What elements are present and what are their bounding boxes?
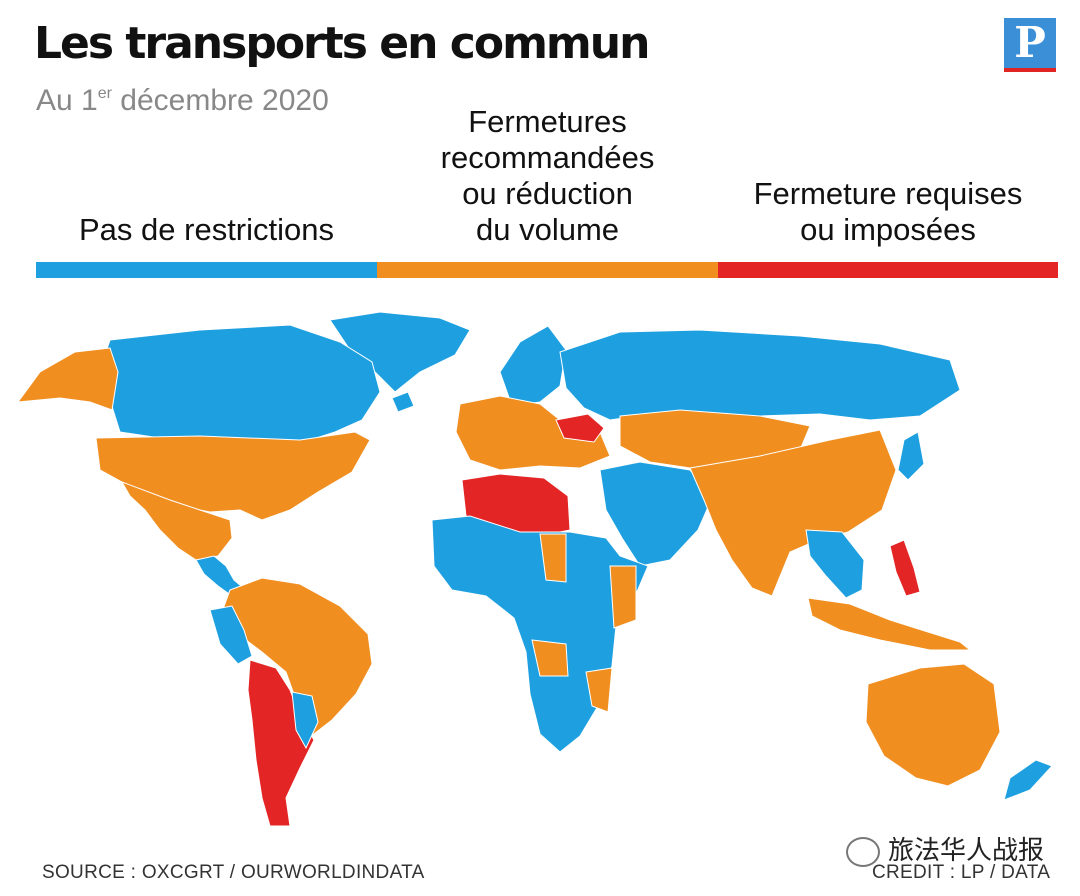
legend-label-reduced: Fermetures recommandées ou réduction du … — [440, 104, 655, 247]
map-region-indonesia — [807, 597, 972, 651]
map-region-australia — [865, 663, 1001, 787]
world-map — [0, 290, 1080, 850]
map-region-western-europe — [455, 395, 611, 471]
watermark-text: 旅法华人战报 — [888, 836, 1045, 866]
map-region-middle-east — [599, 461, 713, 567]
legend-swatch-none — [36, 262, 377, 278]
map-region-usa — [95, 431, 371, 521]
subtitle: Au 1er décembre 2020 — [36, 84, 329, 118]
map-region-southeast-asia — [805, 529, 865, 599]
map-region-andes — [209, 605, 253, 665]
subtitle-sup: er — [97, 85, 112, 102]
publisher-logo: P — [1004, 18, 1056, 72]
legend-item-none: Pas de restrictions — [36, 104, 377, 278]
legend-label-none: Pas de restrictions — [79, 212, 334, 247]
map-region-africa-east — [531, 533, 637, 713]
map-region-canada — [99, 324, 381, 441]
map-region-africa — [431, 515, 649, 753]
wechat-icon — [846, 836, 880, 867]
legend-label-required: Fermeture requises ou imposées — [753, 176, 1023, 247]
legend: Pas de restrictions Fermetures recommand… — [36, 104, 1058, 278]
world-map-svg — [16, 311, 1053, 827]
legend-swatch-reduced — [377, 262, 718, 278]
legend-swatch-required — [718, 262, 1058, 278]
legend-item-reduced: Fermetures recommandées ou réduction du … — [377, 104, 718, 278]
map-region-philippines — [889, 539, 921, 597]
subtitle-prefix: Au 1 — [36, 84, 98, 117]
map-region-scandinavia — [499, 325, 567, 407]
source-note: SOURCE : OXCGRT / OURWORLDINDATA — [42, 862, 425, 883]
map-region-japan — [897, 431, 925, 481]
map-region-greenland — [391, 391, 415, 413]
subtitle-suffix: décembre 2020 — [111, 84, 329, 117]
map-region-paraguay-uruguay — [291, 691, 319, 750]
map-region-russia — [559, 329, 961, 421]
credit-note: CREDIT : LP / DATA — [872, 862, 1051, 883]
map-region-ukraine — [555, 413, 605, 443]
watermark: 旅法华人战报 — [846, 830, 1044, 867]
map-region-new-zealand — [1003, 759, 1053, 801]
map-region-alaska — [16, 347, 119, 411]
legend-item-required: Fermeture requises ou imposées — [718, 104, 1058, 278]
map-region-bolivia-chile-argentina — [247, 659, 315, 827]
page-title: Les transports en commun — [34, 18, 650, 69]
